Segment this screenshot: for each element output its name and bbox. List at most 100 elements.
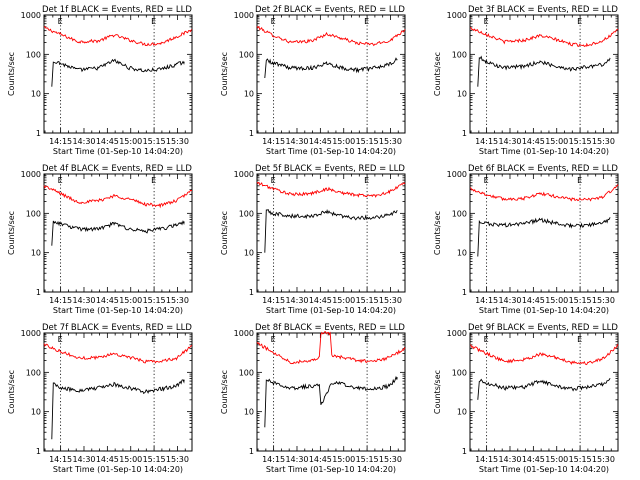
time-marker-label: E (364, 176, 369, 185)
x-tick-label: 14:15 (262, 455, 285, 464)
plot-frame (43, 332, 193, 452)
y-tick-label: 100 (452, 209, 467, 218)
x-tick-label: 14:30 (498, 296, 521, 305)
events-series-line (477, 55, 611, 87)
x-tick-label: 14:15 (49, 137, 72, 146)
lld-series-line (256, 25, 406, 47)
x-tick-label: 15:15 (143, 455, 166, 464)
events-series-line (264, 57, 398, 79)
y-tick-label: 1 (462, 447, 467, 456)
panel-title: Det 1f BLACK = Events, RED = LLD (42, 5, 192, 15)
lld-series-line (256, 331, 406, 365)
x-axis-label: Start Time (01-Sep-10 14:04:20) (266, 147, 396, 156)
time-marker-label: E (58, 335, 63, 344)
x-tick-label: 14:30 (285, 137, 308, 146)
plot-frame (469, 332, 619, 452)
x-tick-label: 15:30 (166, 137, 189, 146)
x-tick-label: 14:45 (309, 137, 332, 146)
plot-frame (43, 14, 193, 134)
y-tick-label: 10 (457, 408, 467, 417)
events-series-line (51, 58, 185, 87)
time-marker-label: E (577, 335, 582, 344)
time-marker-label: E (58, 17, 63, 26)
events-series-line (264, 375, 398, 428)
x-tick-label: 15:30 (592, 455, 615, 464)
panel-9: Det 9f BLACK = Events, RED = LLD 1 10 100 10… (433, 323, 619, 474)
time-marker-label: E (484, 17, 489, 26)
x-tick-label: 15:15 (569, 455, 592, 464)
panel-7: Det 7f BLACK = Events, RED = LLD 1 10 100 10… (7, 323, 193, 474)
lld-series-line (43, 25, 193, 47)
x-tick-label: 15:15 (356, 137, 379, 146)
panel-4: Det 4f BLACK = Events, RED = LLD 1 10 100 10… (7, 164, 193, 315)
time-marker-label: E (484, 176, 489, 185)
lld-series-line (469, 26, 619, 48)
x-tick-label: 14:15 (262, 137, 285, 146)
panel-title: Det 6f BLACK = Events, RED = LLD (468, 164, 618, 174)
x-tick-label: 14:30 (72, 137, 95, 146)
x-tick-label: 14:30 (72, 455, 95, 464)
y-tick-label: 1000 (234, 329, 254, 338)
plot-frame (256, 14, 406, 134)
y-tick-label: 100 (26, 368, 41, 377)
panel-title: Det 2f BLACK = Events, RED = LLD (255, 5, 405, 15)
x-tick-label: 15:00 (119, 137, 142, 146)
y-tick-label: 1 (249, 129, 254, 138)
x-tick-label: 15:15 (569, 137, 592, 146)
x-axis-label: Start Time (01-Sep-10 14:04:20) (266, 306, 396, 315)
y-tick-label: 1000 (21, 329, 41, 338)
y-tick-label: 100 (239, 50, 254, 59)
time-marker-label: E (577, 176, 582, 185)
y-axis-label: Counts/sec (433, 52, 442, 96)
y-tick-label: 100 (452, 50, 467, 59)
x-tick-label: 15:30 (592, 296, 615, 305)
panel-title: Det 8f BLACK = Events, RED = LLD (255, 323, 405, 333)
y-tick-label: 10 (244, 408, 254, 417)
y-tick-label: 1 (249, 447, 254, 456)
x-tick-label: 15:00 (332, 137, 355, 146)
panel-title: Det 3f BLACK = Events, RED = LLD (468, 5, 618, 15)
time-marker-label: E (364, 335, 369, 344)
y-axis-label: Counts/sec (220, 370, 229, 414)
x-tick-label: 15:30 (592, 137, 615, 146)
x-tick-label: 14:45 (309, 296, 332, 305)
time-marker-label: E (484, 335, 489, 344)
y-axis-label: Counts/sec (433, 370, 442, 414)
lld-series-line (43, 343, 193, 364)
panel-1: Det 1f BLACK = Events, RED = LLD 1 10 100 10… (7, 5, 193, 156)
y-axis-label: Counts/sec (7, 211, 16, 255)
y-axis-label: Counts/sec (7, 370, 16, 414)
events-series-line (264, 208, 398, 253)
events-series-line (477, 377, 611, 400)
panel-5: Det 5f BLACK = Events, RED = LLD 1 10 100 10… (220, 164, 406, 315)
lld-series-line (469, 343, 619, 366)
x-tick-label: 14:30 (498, 137, 521, 146)
x-tick-label: 14:30 (285, 296, 308, 305)
y-tick-label: 10 (31, 90, 41, 99)
y-tick-label: 10 (31, 249, 41, 258)
y-tick-label: 100 (239, 209, 254, 218)
x-axis-label: Start Time (01-Sep-10 14:04:20) (479, 465, 609, 474)
y-axis-label: Counts/sec (7, 52, 16, 96)
panel-3: Det 3f BLACK = Events, RED = LLD 1 10 100 10… (433, 5, 619, 156)
x-tick-label: 14:30 (72, 296, 95, 305)
x-axis-label: Start Time (01-Sep-10 14:04:20) (266, 465, 396, 474)
x-tick-label: 14:45 (522, 296, 545, 305)
plot-frame (469, 173, 619, 293)
x-tick-label: 14:45 (96, 455, 119, 464)
y-tick-label: 10 (244, 249, 254, 258)
y-axis-label: Counts/sec (220, 211, 229, 255)
events-series-line (477, 216, 611, 257)
x-axis-label: Start Time (01-Sep-10 14:04:20) (53, 465, 183, 474)
time-marker-label: E (151, 17, 156, 26)
y-tick-label: 100 (26, 209, 41, 218)
x-tick-label: 14:15 (475, 137, 498, 146)
time-marker-label: E (364, 17, 369, 26)
y-tick-label: 1 (462, 288, 467, 297)
y-tick-label: 1 (36, 288, 41, 297)
y-tick-label: 100 (26, 50, 41, 59)
x-tick-label: 15:30 (166, 296, 189, 305)
y-tick-label: 100 (239, 368, 254, 377)
x-tick-label: 14:45 (522, 137, 545, 146)
